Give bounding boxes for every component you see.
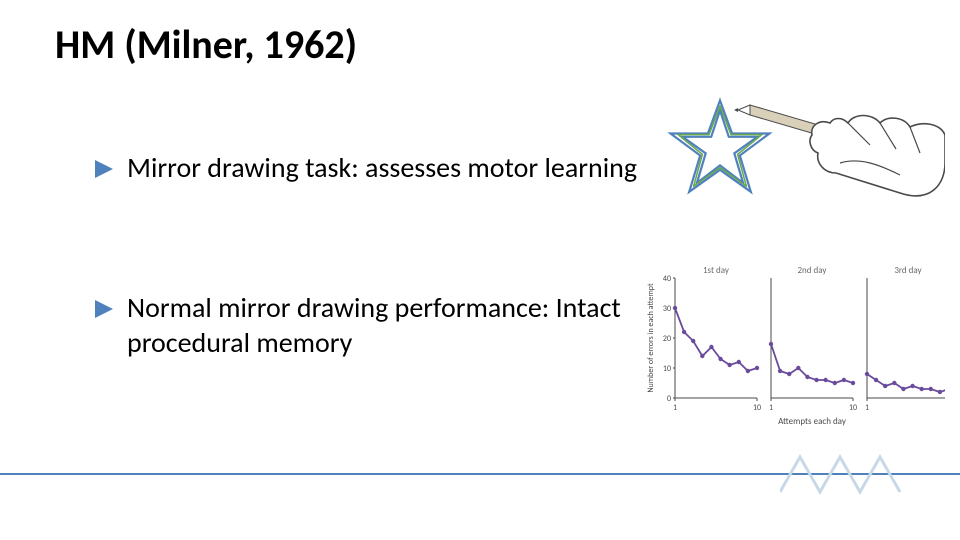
svg-text:10: 10 [663,364,671,374]
svg-text:3rd day: 3rd day [894,265,922,276]
svg-text:40: 40 [663,274,671,284]
slide-title: HM (Milner, 1962) [55,20,357,69]
svg-text:10: 10 [849,403,857,413]
svg-text:Number of errors in each attem: Number of errors in each attempt [646,283,656,393]
play-arrow-icon [95,300,113,318]
svg-text:1: 1 [673,403,677,413]
svg-text:1: 1 [769,403,773,413]
slide: HM (Milner, 1962) Mirror drawing task: a… [0,0,960,540]
footer-wiggle-icon [780,447,910,502]
mirror-drawing-chart: Number of errors in each attempt 0 10 20 30 4… [645,260,945,440]
svg-text:0: 0 [667,394,671,404]
mirror-drawing-illustration [655,85,945,235]
svg-text:2nd day: 2nd day [798,265,828,276]
svg-text:30: 30 [663,304,671,314]
bullet-2-text: Normal mirror drawing performance: Intac… [127,290,647,360]
svg-text:1: 1 [865,403,869,413]
svg-text:10: 10 [753,403,761,413]
svg-text:1st day: 1st day [703,265,730,276]
svg-text:Attempts each day: Attempts each day [778,416,847,427]
bullet-1: Mirror drawing task: assesses motor lear… [95,150,637,185]
bullet-1-text: Mirror drawing task: assesses motor lear… [127,150,637,185]
play-arrow-icon [95,160,113,178]
bullet-2: Normal mirror drawing performance: Intac… [95,290,647,360]
svg-text:20: 20 [663,334,671,344]
